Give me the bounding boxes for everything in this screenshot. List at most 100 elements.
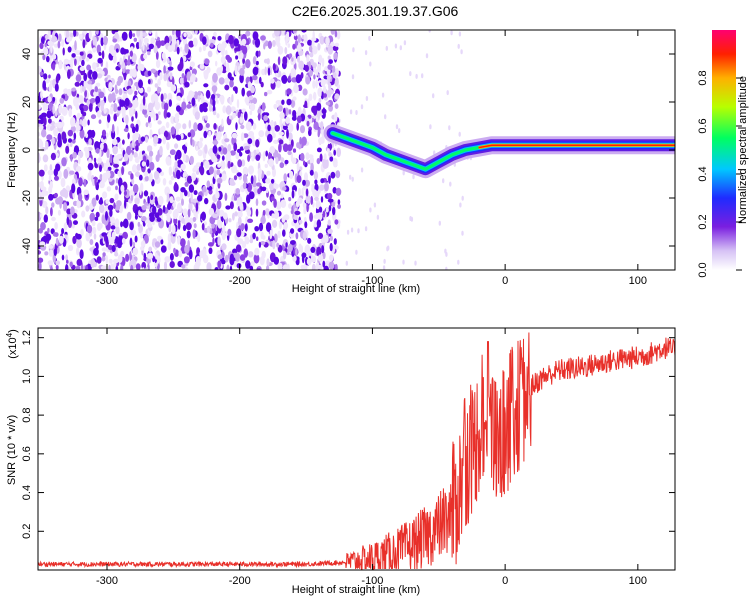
heatmap-cell — [265, 188, 269, 194]
heatmap-cell — [279, 112, 285, 120]
heatmap-cell — [182, 224, 187, 232]
heatmap-cell — [130, 173, 134, 180]
snr-frame — [37, 327, 676, 571]
heatmap-cell — [140, 64, 145, 72]
heatmap-cell — [216, 199, 222, 210]
heatmap-cell — [236, 263, 242, 269]
heatmap-cell — [198, 141, 203, 149]
heatmap-cell — [132, 164, 137, 173]
heatmap-cell — [39, 71, 44, 76]
heatmap-cell — [438, 220, 441, 226]
heatmap-cell — [263, 43, 266, 50]
heatmap-cell — [59, 137, 62, 146]
heatmap-cell — [162, 178, 167, 186]
heatmap-cell — [272, 219, 278, 228]
heatmap-cell — [330, 30, 336, 35]
heatmap-cell — [47, 260, 54, 266]
heatmap-cell — [167, 240, 172, 251]
heatmap-cell — [178, 250, 183, 258]
heatmap-cell — [106, 148, 110, 159]
heatmap-cell — [266, 258, 270, 267]
heatmap-cell — [81, 210, 86, 218]
heatmap-cell — [208, 130, 212, 137]
heatmap-cell — [292, 110, 297, 118]
heatmap-cell — [188, 40, 195, 48]
heatmap-cell — [254, 226, 260, 232]
heatmap-cell — [100, 142, 104, 151]
heatmap-cell — [60, 177, 66, 188]
heatmap-cell — [102, 252, 106, 257]
heatmap-cell — [203, 83, 209, 88]
y-tick-label: 0.6 — [21, 446, 33, 461]
heatmap-cell — [189, 61, 195, 68]
heatmap-cell — [398, 128, 401, 134]
heatmap-cell — [310, 195, 314, 205]
heatmap-cell — [95, 30, 99, 35]
heatmap-cell — [283, 222, 289, 230]
heatmap-cell — [97, 57, 103, 64]
heatmap-cell — [170, 205, 174, 210]
heatmap-cell — [269, 121, 275, 126]
heatmap-cell — [221, 118, 224, 128]
heatmap-cell — [48, 244, 54, 249]
heatmap-cell — [109, 263, 115, 270]
heatmap-cell — [65, 145, 70, 154]
heatmap-cell — [163, 109, 168, 119]
heatmap-cell — [187, 132, 192, 138]
heatmap-cell — [156, 217, 162, 222]
heatmap-cell — [317, 232, 324, 239]
heatmap-cell — [432, 93, 435, 99]
heatmap-cell — [54, 110, 58, 117]
heatmap-cell — [57, 209, 61, 216]
heatmap-cell — [285, 37, 290, 42]
heatmap-cell — [381, 92, 385, 98]
heatmap-cell — [255, 60, 259, 66]
heatmap-cell — [83, 146, 89, 153]
heatmap-cell — [117, 106, 122, 111]
heatmap-cell — [154, 101, 161, 111]
heatmap-cell — [282, 250, 287, 260]
heatmap-cell — [255, 154, 261, 161]
heatmap-cell — [67, 69, 71, 80]
heatmap-cell — [288, 109, 292, 115]
heatmap-cell — [327, 198, 334, 203]
heatmap-cell — [64, 189, 69, 199]
heatmap-cell — [331, 65, 336, 74]
heatmap-cell — [129, 50, 133, 57]
heatmap-cell — [48, 118, 52, 124]
heatmap-cell — [448, 125, 451, 131]
heatmap-cell — [319, 88, 322, 98]
heatmap-cell — [41, 112, 47, 118]
snr-axes: -300 -200 -100 0 100 0.2 0.4 0.6 0.8 1.0 1.2 — [21, 328, 675, 587]
heatmap-cell — [288, 75, 291, 82]
heatmap-cell — [208, 166, 214, 175]
heatmap-cell — [242, 133, 249, 139]
heatmap-cell — [292, 43, 296, 50]
heatmap-cell — [328, 261, 335, 270]
heatmap-cell — [190, 77, 193, 83]
heatmap-cell — [275, 201, 282, 210]
heatmap-cell — [129, 221, 134, 231]
heatmap-cell — [208, 247, 213, 254]
heatmap-cell — [291, 189, 295, 199]
heatmap-cell — [40, 90, 43, 99]
heatmap-cell — [84, 89, 87, 98]
heatmap-cell — [184, 81, 190, 88]
heatmap-cell — [118, 88, 123, 96]
heatmap-cell — [244, 111, 248, 121]
heatmap-cell — [206, 262, 212, 270]
heatmap-cell — [319, 153, 323, 162]
y-tick-label: -40 — [21, 238, 33, 254]
heatmap-cell — [336, 30, 341, 40]
heatmap-cell — [234, 65, 238, 76]
heatmap-cell — [325, 207, 329, 213]
heatmap-cell — [250, 261, 255, 267]
heatmap-cell — [106, 186, 112, 192]
heatmap-cell — [317, 254, 324, 262]
heatmap-cell — [166, 192, 170, 203]
heatmap-cell — [48, 174, 52, 182]
heatmap-cell — [313, 121, 319, 130]
heatmap-cell — [189, 94, 193, 100]
heatmap-cell — [85, 232, 91, 242]
heatmap-cell — [157, 111, 161, 116]
